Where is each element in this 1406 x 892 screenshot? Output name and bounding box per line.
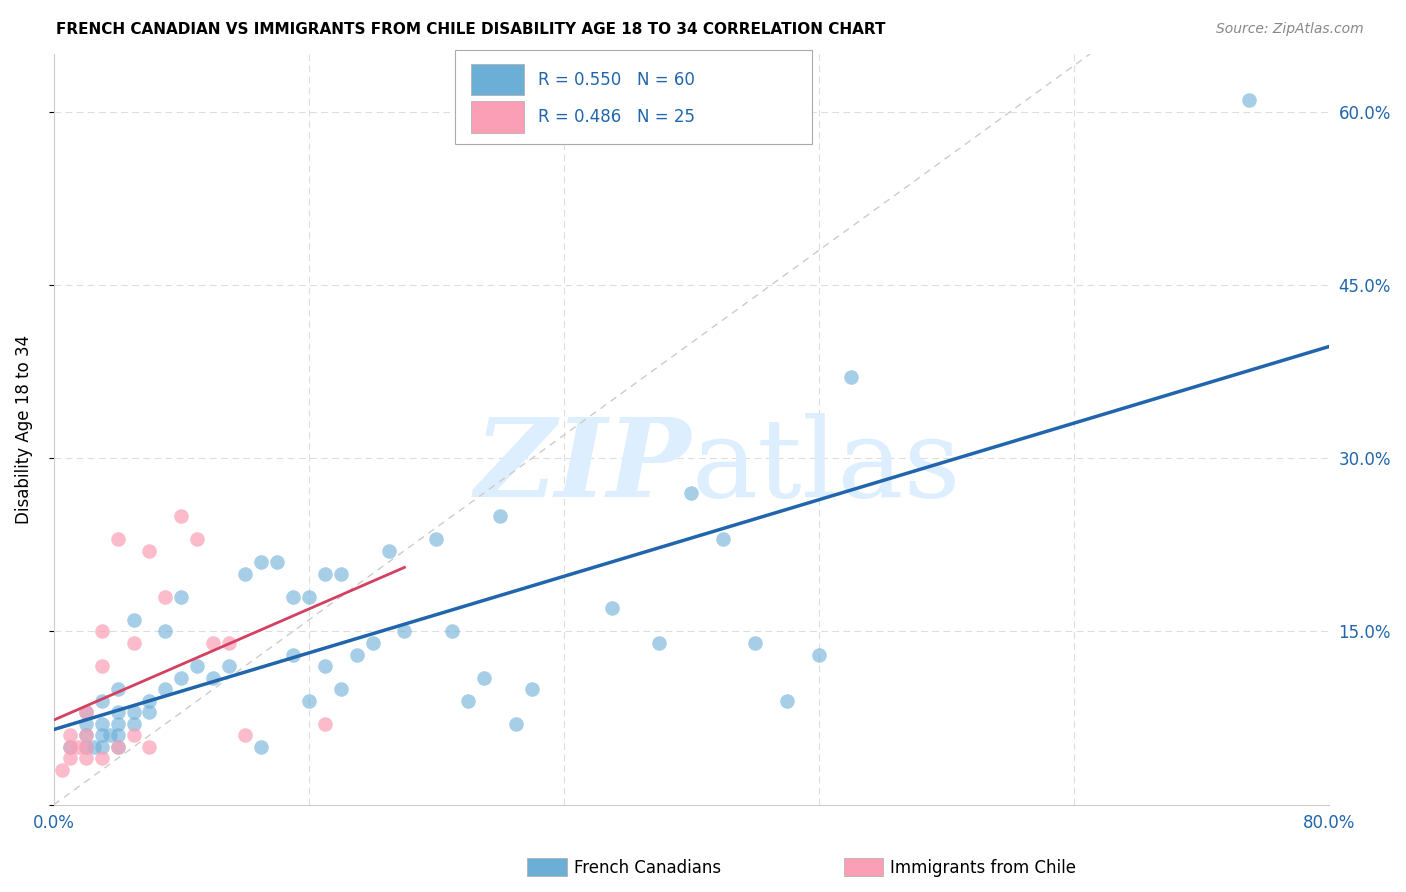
FancyBboxPatch shape	[456, 50, 813, 145]
Point	[170, 671, 193, 685]
Point	[186, 659, 208, 673]
Point	[298, 694, 321, 708]
Point	[648, 636, 671, 650]
Point	[281, 648, 304, 662]
Point	[75, 706, 97, 720]
Point	[51, 763, 73, 777]
Point	[233, 728, 256, 742]
Point	[281, 590, 304, 604]
Point	[107, 532, 129, 546]
Point	[122, 728, 145, 742]
Text: French Canadians: French Canadians	[574, 859, 721, 877]
Point	[107, 682, 129, 697]
Point	[250, 739, 273, 754]
Point	[314, 566, 336, 581]
Point	[298, 590, 321, 604]
Text: Immigrants from Chile: Immigrants from Chile	[890, 859, 1076, 877]
Point	[170, 508, 193, 523]
Point	[776, 694, 799, 708]
Point	[681, 486, 703, 500]
Point	[107, 728, 129, 742]
Point	[107, 706, 129, 720]
Point	[425, 532, 447, 546]
Point	[107, 739, 129, 754]
Point	[155, 624, 177, 639]
Point	[218, 636, 240, 650]
FancyBboxPatch shape	[471, 102, 524, 133]
Point	[314, 716, 336, 731]
Y-axis label: Disability Age 18 to 34: Disability Age 18 to 34	[15, 334, 32, 524]
Point	[266, 555, 288, 569]
Point	[186, 532, 208, 546]
Point	[59, 728, 82, 742]
Point	[361, 636, 384, 650]
Point	[155, 590, 177, 604]
Point	[107, 716, 129, 731]
Point	[75, 751, 97, 765]
Point	[122, 613, 145, 627]
Point	[329, 566, 352, 581]
Point	[170, 590, 193, 604]
Point	[457, 694, 479, 708]
Point	[489, 508, 512, 523]
Point	[59, 739, 82, 754]
Point	[107, 739, 129, 754]
Point	[329, 682, 352, 697]
Point	[83, 739, 105, 754]
Point	[98, 728, 121, 742]
Point	[75, 728, 97, 742]
Point	[90, 716, 112, 731]
Point	[122, 706, 145, 720]
Point	[75, 739, 97, 754]
Point	[75, 716, 97, 731]
Point	[122, 636, 145, 650]
Point	[155, 682, 177, 697]
Text: FRENCH CANADIAN VS IMMIGRANTS FROM CHILE DISABILITY AGE 18 TO 34 CORRELATION CHA: FRENCH CANADIAN VS IMMIGRANTS FROM CHILE…	[56, 22, 886, 37]
Point	[75, 706, 97, 720]
Point	[744, 636, 766, 650]
Point	[202, 671, 225, 685]
Point	[233, 566, 256, 581]
Point	[839, 370, 862, 384]
Point	[66, 739, 89, 754]
Point	[90, 694, 112, 708]
Point	[75, 739, 97, 754]
Point	[138, 739, 160, 754]
Point	[218, 659, 240, 673]
Point	[394, 624, 416, 639]
Point	[59, 739, 82, 754]
Point	[314, 659, 336, 673]
Point	[711, 532, 734, 546]
Point	[377, 543, 399, 558]
Point	[1237, 93, 1260, 107]
Point	[138, 694, 160, 708]
Point	[520, 682, 543, 697]
Text: ZIP: ZIP	[475, 413, 692, 521]
FancyBboxPatch shape	[471, 64, 524, 95]
Point	[138, 706, 160, 720]
Point	[75, 728, 97, 742]
Point	[90, 751, 112, 765]
Point	[90, 624, 112, 639]
Text: R = 0.486   N = 25: R = 0.486 N = 25	[538, 108, 696, 126]
Point	[138, 543, 160, 558]
Point	[202, 636, 225, 650]
Point	[346, 648, 368, 662]
Point	[90, 728, 112, 742]
Point	[600, 601, 623, 615]
Point	[505, 716, 527, 731]
Point	[441, 624, 464, 639]
Text: Source: ZipAtlas.com: Source: ZipAtlas.com	[1216, 22, 1364, 37]
Point	[90, 739, 112, 754]
Point	[472, 671, 495, 685]
Point	[807, 648, 830, 662]
Point	[122, 716, 145, 731]
Text: atlas: atlas	[692, 413, 960, 520]
Point	[90, 659, 112, 673]
Point	[59, 751, 82, 765]
Point	[250, 555, 273, 569]
Text: R = 0.550   N = 60: R = 0.550 N = 60	[538, 70, 695, 88]
